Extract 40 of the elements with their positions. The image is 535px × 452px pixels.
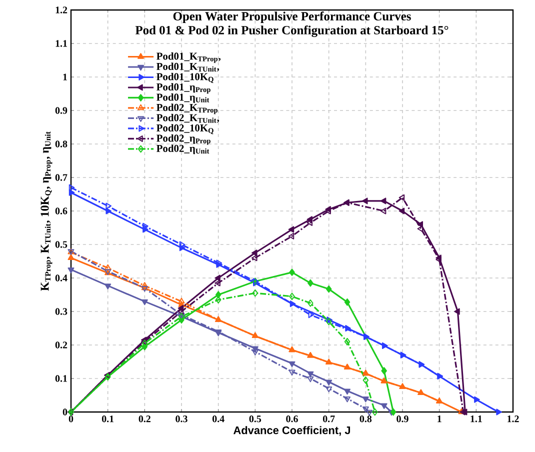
x-tick-label: 0.1: [102, 416, 114, 422]
x-tick-label: 0.8: [360, 416, 372, 422]
legend-label: Pod02_η$_{Unit}$: [156, 144, 210, 154]
y-tick-label: 0.2: [55, 342, 68, 348]
legend-label: Pod01_10K$_{Q}$: [156, 72, 214, 83]
y-tick-label: 0.1: [55, 375, 67, 382]
legend-label: Pod01_η$_{Prop}$: [156, 83, 210, 94]
legend-label: Pod01_η$_{Unit}$: [156, 93, 210, 103]
y-tick-label: 0.5: [55, 241, 68, 248]
y-tick-label: 0: [62, 408, 68, 416]
legend-label: Pod01_K$_{TUnit}$,: [156, 62, 220, 72]
x-tick-label: 0.4: [212, 416, 224, 422]
y-tick-label: 1.2: [56, 6, 68, 14]
x-tick-label: 0.5: [249, 416, 262, 422]
y-tick-label: 1: [63, 74, 67, 80]
y-tick-label: 0.6: [55, 208, 68, 214]
legend-label: Pod02_K$_{TUnit}$,: [156, 114, 220, 123]
x-tick-label: 1.1: [470, 416, 482, 422]
y-tick-label: 0.7: [55, 174, 68, 181]
legend-label: Pod02_η$_{Prop}$: [156, 134, 210, 145]
y-tick-label: 0.4: [55, 274, 68, 282]
y-tick-label: 0.8: [55, 140, 68, 148]
x-tick-label: 0.2: [138, 416, 150, 422]
chart-title: Open Water Propulsive Performance Curves: [173, 12, 411, 23]
x-tick-label: 0.7: [322, 416, 335, 422]
x-axis-title: Advance Coefficient, J: [234, 426, 350, 436]
x-tick-label: 1.2: [508, 416, 519, 422]
legend-label: Pod02_10K$_{Q}$: [156, 124, 214, 134]
x-tick-label: 0.3: [176, 416, 188, 422]
x-tick-label: 0.9: [396, 416, 408, 422]
x-tick-label: 0.6: [286, 416, 298, 422]
y-tick-label: 0.9: [55, 107, 68, 114]
legend-label: Pod02_K$_{TProp}$: [156, 104, 218, 114]
x-tick-label: 1: [438, 416, 442, 422]
x-tick-label: 0: [68, 416, 74, 422]
y-tick-label: 1.1: [56, 40, 67, 47]
y-tick-label: 0.3: [55, 308, 68, 315]
text: Pod 01 & Pod 02 in Pusher Configuration at Starboard 15°: [135, 26, 448, 38]
text: K$_{TProp}$, K$_{TUnit}$, 10K$_{Q}$, η$_{Prop}$, η$_{Unit}$: [40, 131, 52, 291]
legend-label: Pod01_K$_{TProp}$,: [156, 52, 221, 63]
